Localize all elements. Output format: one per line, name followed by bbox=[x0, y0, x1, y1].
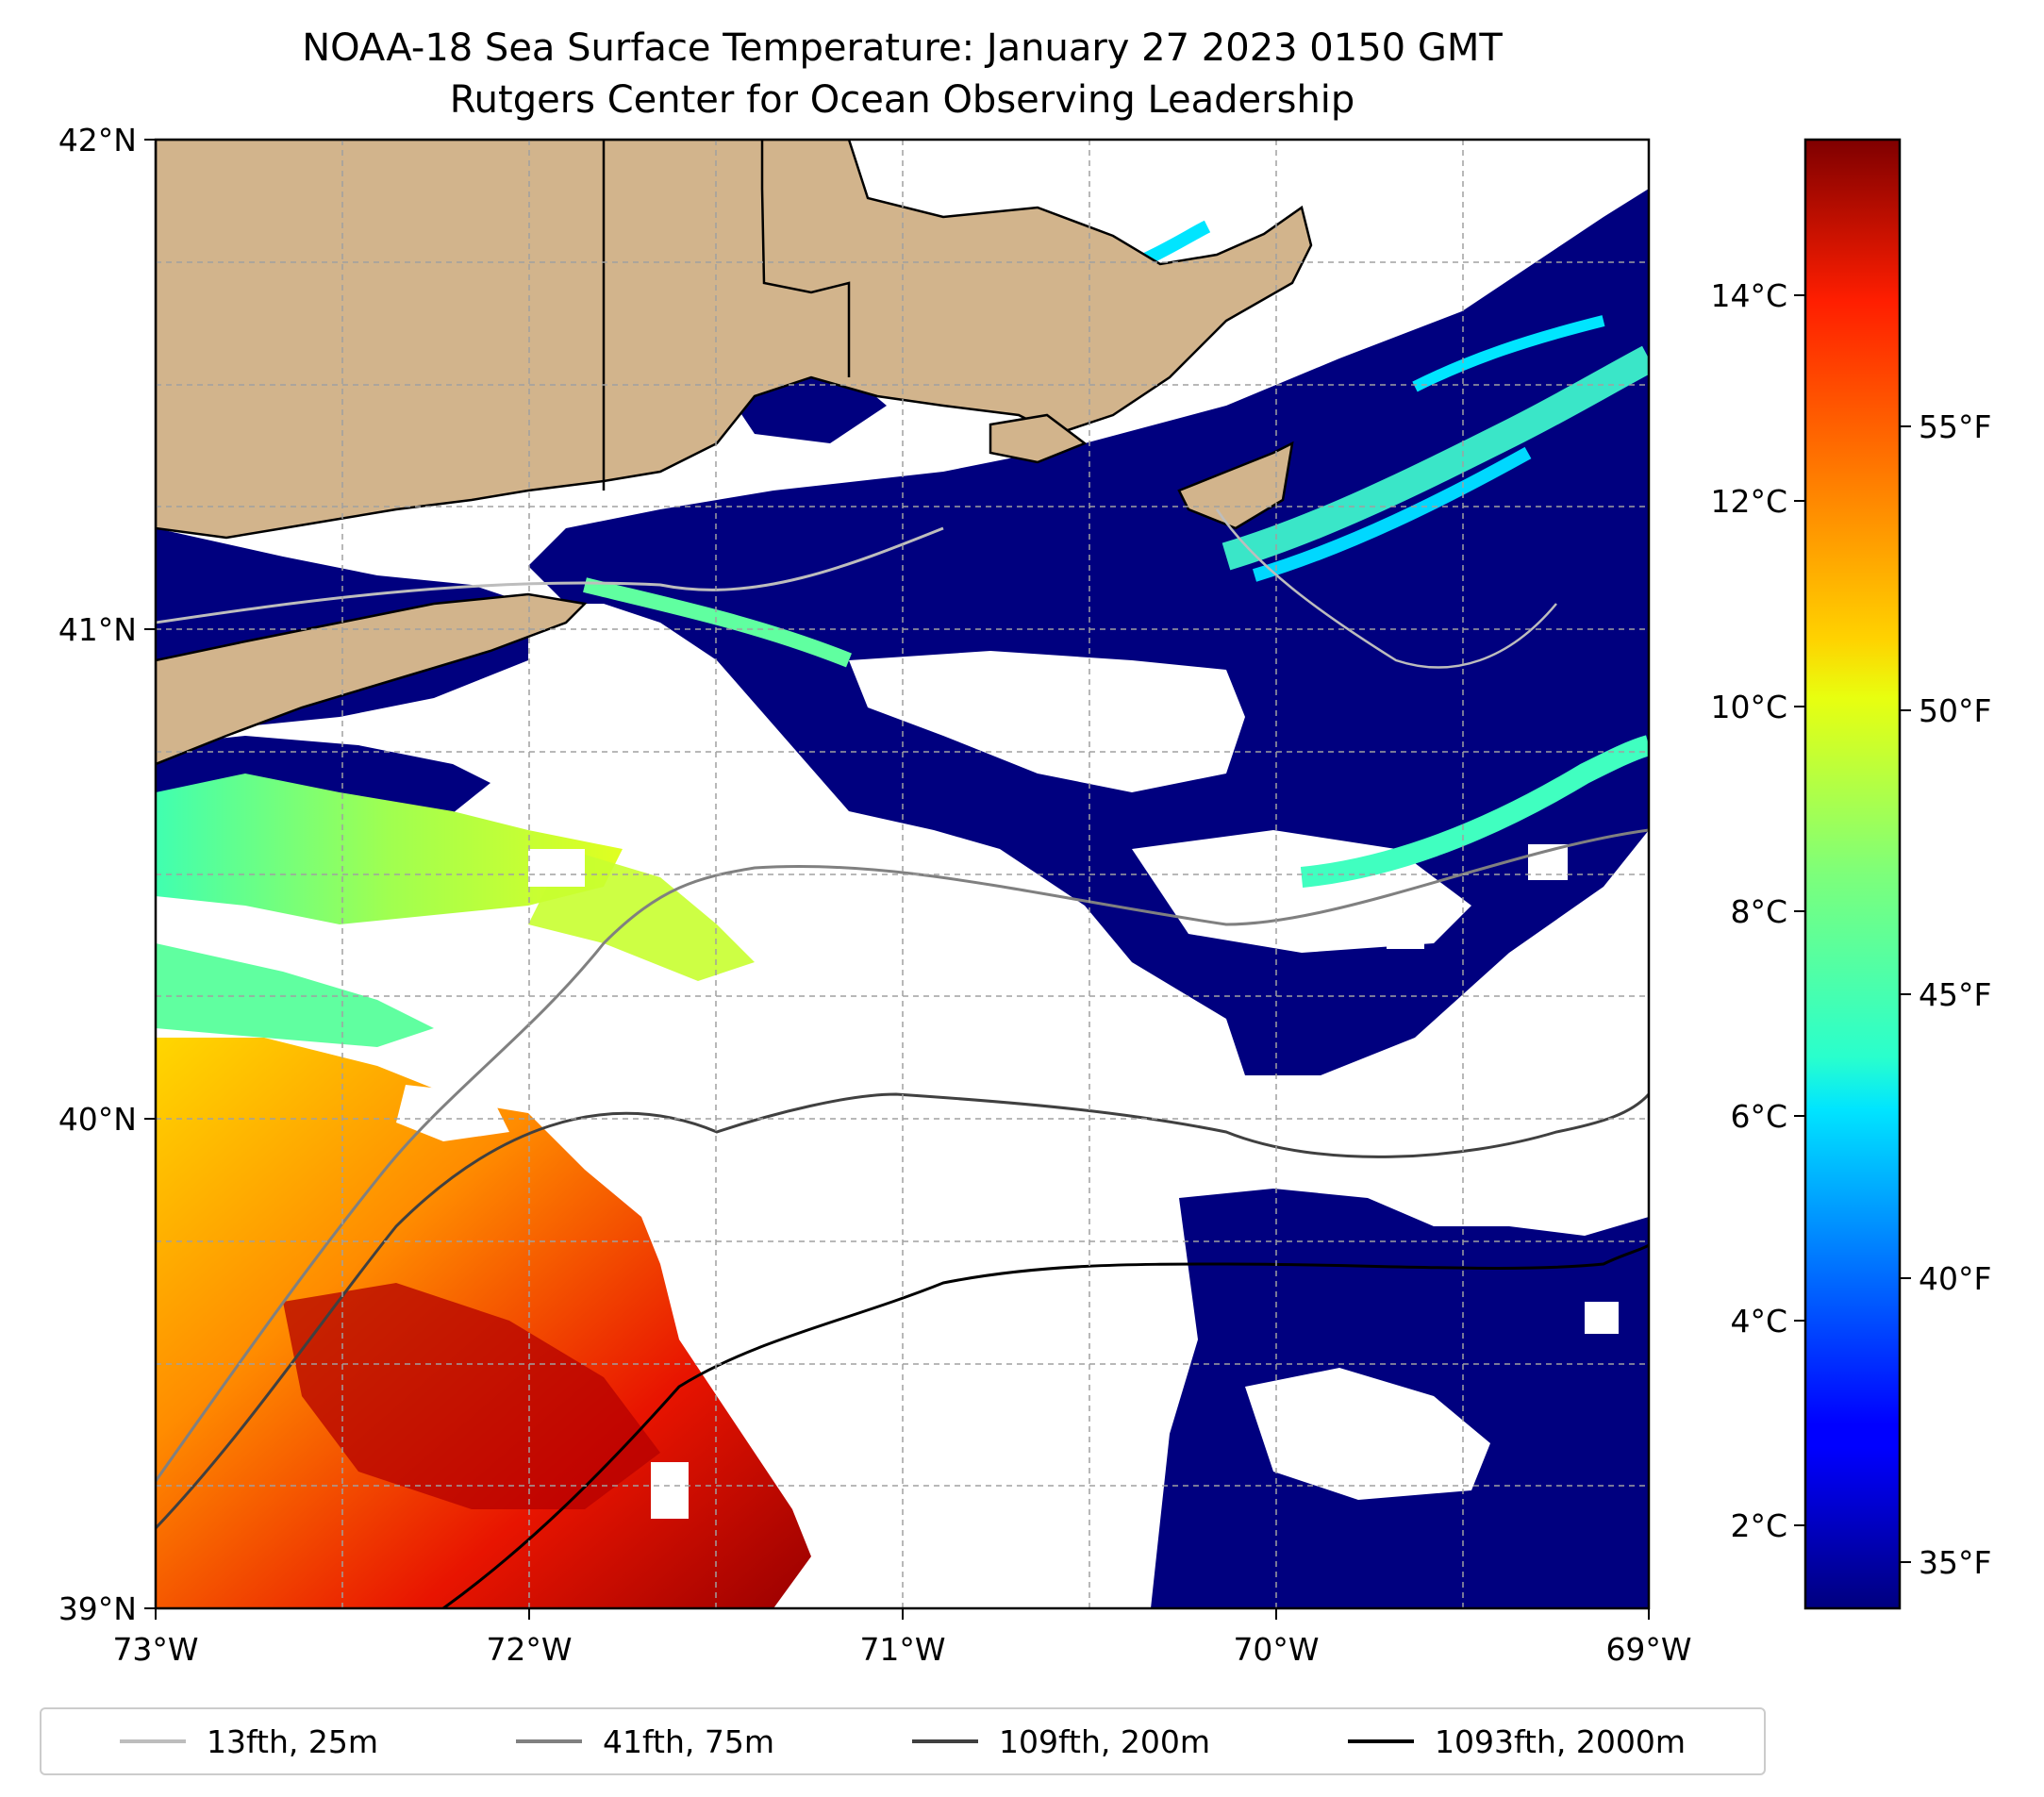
legend-entry-2000m: 1093fth, 2000m bbox=[1348, 1723, 1686, 1760]
legend-line bbox=[912, 1739, 978, 1743]
legend-line bbox=[1348, 1739, 1414, 1743]
legend-label: 1093fth, 2000m bbox=[1435, 1722, 1686, 1760]
lat-tick-label: 40°N bbox=[58, 1101, 137, 1138]
sst-data-layer bbox=[156, 140, 1649, 1608]
colorbar bbox=[1803, 138, 1902, 1610]
shelf-water bbox=[156, 774, 623, 924]
lon-tick-label: 73°W bbox=[112, 1631, 198, 1668]
celsius-tick-label: 14°C bbox=[1710, 277, 1787, 314]
lat-tick-label: 39°N bbox=[58, 1590, 137, 1627]
map-title: NOAA-18 Sea Surface Temperature: January… bbox=[302, 26, 1503, 70]
cloud-gap bbox=[849, 651, 1245, 792]
lon-tick-label: 72°W bbox=[486, 1631, 572, 1668]
depth-legend: 13fth, 25m 41fth, 75m 109fth, 200m 1093f… bbox=[40, 1707, 1766, 1775]
legend-label: 13fth, 25m bbox=[207, 1722, 378, 1760]
cloud-gap bbox=[1245, 1368, 1490, 1500]
celsius-tick-label: 8°C bbox=[1730, 893, 1787, 930]
legend-label: 41fth, 75m bbox=[603, 1722, 774, 1760]
celsius-tick-label: 10°C bbox=[1710, 689, 1787, 725]
legend-label: 109fth, 200m bbox=[999, 1722, 1210, 1760]
legend-entry-25m: 13fth, 25m bbox=[120, 1723, 378, 1760]
lon-tick-label: 70°W bbox=[1233, 1631, 1319, 1668]
fahrenheit-tick-label: 35°F bbox=[1919, 1544, 1991, 1581]
legend-line bbox=[120, 1739, 186, 1743]
lat-tick-label: 42°N bbox=[58, 122, 137, 158]
celsius-tick-label: 6°C bbox=[1730, 1098, 1787, 1135]
fahrenheit-tick-label: 40°F bbox=[1919, 1260, 1991, 1297]
lat-tick-label: 41°N bbox=[58, 611, 137, 648]
celsius-tick-label: 12°C bbox=[1710, 483, 1787, 520]
land-long-island bbox=[156, 592, 588, 766]
fahrenheit-tick-label: 45°F bbox=[1919, 976, 1991, 1013]
lon-tick-label: 69°W bbox=[1605, 1631, 1691, 1668]
fahrenheit-tick-label: 50°F bbox=[1919, 692, 1991, 729]
legend-entry-200m: 109fth, 200m bbox=[912, 1723, 1210, 1760]
celsius-tick-label: 4°C bbox=[1730, 1303, 1787, 1339]
celsius-tick-label: 2°C bbox=[1730, 1507, 1787, 1544]
map-subtitle: Rutgers Center for Ocean Observing Leade… bbox=[449, 78, 1355, 122]
legend-entry-75m: 41fth, 75m bbox=[516, 1723, 774, 1760]
legend-line bbox=[516, 1739, 582, 1743]
lon-tick-label: 71°W bbox=[859, 1631, 945, 1668]
fahrenheit-tick-label: 55°F bbox=[1919, 408, 1991, 445]
land-marthas-vineyard bbox=[989, 413, 1088, 464]
